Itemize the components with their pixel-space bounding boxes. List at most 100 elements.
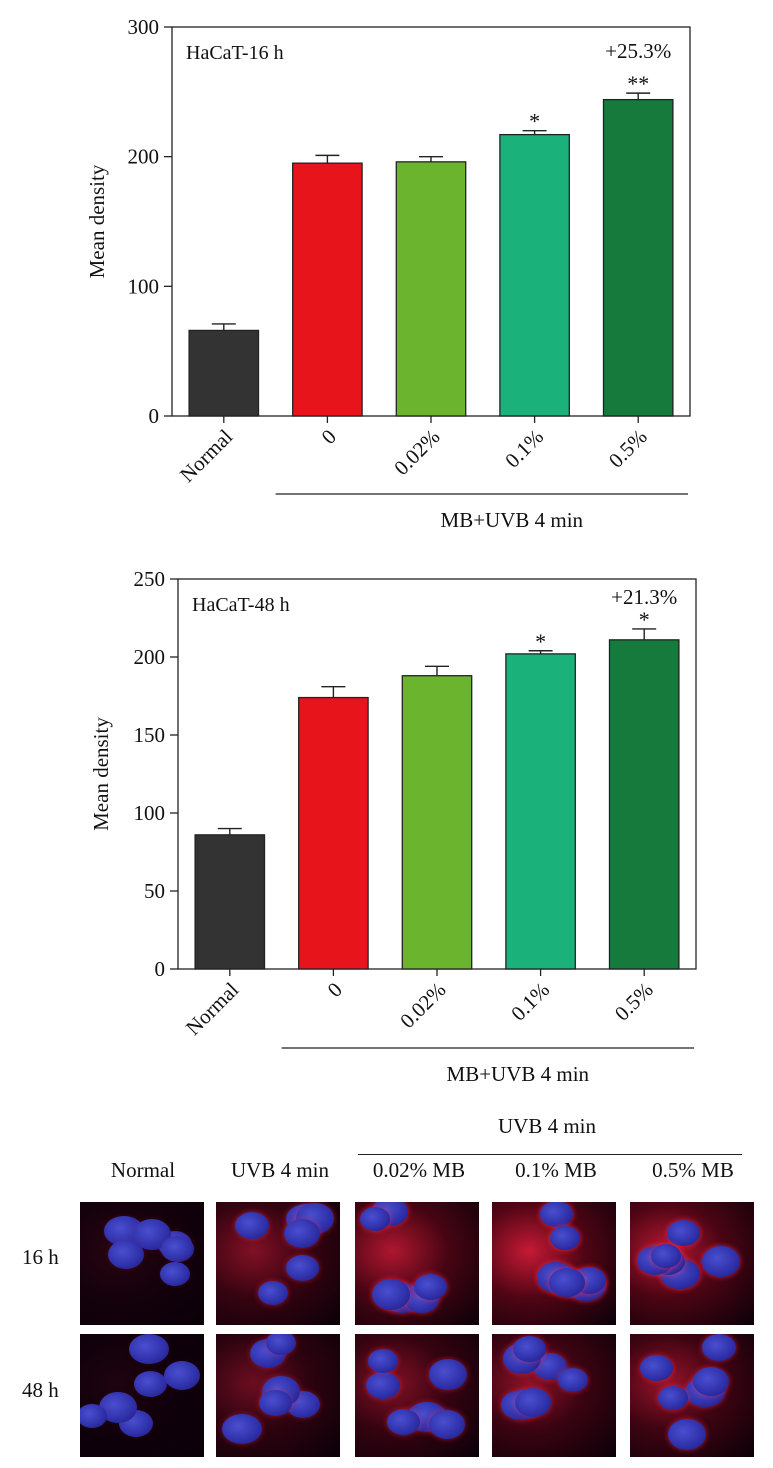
micrograph-cell [355, 1202, 479, 1325]
group-header-line [358, 1154, 742, 1155]
cell-nucleus [414, 1274, 447, 1300]
chart2-bar-2 [401, 675, 473, 970]
group-header: UVB 4 min [498, 1114, 597, 1138]
chart1-sig-4: ** [627, 71, 649, 96]
chart2-xtick-label-2: 0.02% [395, 978, 450, 1033]
chart1-ytick-label-3: 300 [128, 15, 160, 39]
cell-nucleus [667, 1220, 700, 1246]
column-label-uvb: UVB 4 min [230, 1158, 329, 1182]
column-label-05mb: 0.5% MB [652, 1158, 734, 1182]
chart2-ytick-label-5: 250 [134, 567, 166, 591]
chart1-xtick-label-1: 0 [317, 425, 341, 449]
chart2-ytick-label-0: 0 [155, 957, 166, 981]
cell-nucleus [550, 1226, 580, 1250]
chart1-sig-3: * [529, 109, 540, 134]
cell-nucleus [368, 1349, 398, 1373]
cell-nucleus [134, 1371, 167, 1397]
cell-nucleus [515, 1388, 551, 1417]
micrograph-cell [80, 1202, 204, 1325]
chart2-ytick-label-2: 100 [134, 801, 166, 825]
cell-nucleus [160, 1262, 190, 1286]
chart2-bar-1 [298, 696, 369, 970]
cell-nucleus [658, 1386, 688, 1410]
chart2-bar-4 [608, 639, 680, 970]
chart1-bar-4 [602, 98, 674, 417]
chart2-sig-4: * [639, 607, 650, 632]
micrograph-cell [630, 1202, 754, 1325]
cell-nucleus [549, 1268, 585, 1297]
cell-nucleus [258, 1281, 288, 1305]
chart1-group-label: MB+UVB 4 min [441, 508, 584, 532]
chart2-group-label: MB+UVB 4 min [447, 1062, 590, 1086]
cell-nucleus [668, 1419, 706, 1450]
cell-nucleus [129, 1334, 169, 1364]
cell-nucleus [222, 1414, 262, 1444]
chart1-xtick-label-4: 0.5% [604, 425, 652, 473]
cell-nucleus [108, 1240, 144, 1269]
cell-nucleus [80, 1404, 107, 1428]
chart2-bar-3 [505, 653, 576, 970]
micrograph-cell [80, 1334, 204, 1457]
chart1-ytick-label-0: 0 [149, 404, 160, 428]
chart2-xtick-label-3: 0.1% [506, 978, 554, 1026]
micrograph-cell [492, 1202, 616, 1325]
chart2-ytick-label-3: 150 [134, 723, 166, 747]
cell-nucleus [702, 1334, 736, 1361]
row-label-48h: 48 h [22, 1378, 59, 1402]
chart1-ylabel: Mean density [85, 164, 109, 278]
micrograph-cell [216, 1334, 340, 1457]
micrograph-panel: UVB 4 min Normal UVB 4 min 0.02% MB 0.1%… [0, 1110, 773, 1468]
chart1-panel-label: HaCaT-16 h [186, 42, 284, 64]
chart1-bar-3 [499, 133, 570, 417]
chart1-xtick-label-3: 0.1% [500, 425, 548, 473]
cell-nucleus [702, 1246, 740, 1277]
chart1-bar-2 [395, 161, 467, 417]
cell-nucleus [540, 1202, 573, 1227]
cell-nucleus [235, 1212, 269, 1239]
micrograph-cell [216, 1202, 340, 1325]
cell-nucleus [640, 1355, 673, 1381]
chart2-xtick-label-1: 0 [323, 978, 347, 1002]
cell-nucleus [284, 1219, 320, 1248]
chart1-annotation: +25.3% [605, 39, 671, 63]
chart1-ytick-label-1: 100 [128, 274, 160, 298]
chart2-xtick-label-4: 0.5% [610, 978, 658, 1026]
micrograph-cell [355, 1334, 479, 1457]
chart1-ytick-label-2: 200 [128, 145, 160, 169]
cell-nucleus [429, 1359, 467, 1390]
cell-nucleus [651, 1244, 681, 1268]
cell-nucleus [286, 1255, 319, 1281]
cell-nucleus [164, 1361, 200, 1390]
chart2-annotation: +21.3% [611, 585, 677, 609]
column-label-normal: Normal [110, 1158, 176, 1182]
cell-nucleus [693, 1367, 729, 1396]
micrograph-cell [630, 1334, 754, 1457]
chart2-bar-0 [194, 834, 266, 970]
cell-nucleus [429, 1410, 465, 1439]
chart2-ytick-label-1: 50 [144, 879, 165, 903]
cell-nucleus [387, 1409, 420, 1435]
chart1-bar-1 [292, 162, 363, 417]
cell-nucleus [161, 1236, 194, 1262]
cell-nucleus [259, 1390, 292, 1416]
cell-nucleus [360, 1207, 390, 1231]
chart1-bar-0 [188, 329, 260, 417]
chart1-xtick-label-0: Normal [175, 424, 237, 486]
chart2-panel-label: HaCaT-48 h [192, 594, 290, 616]
cell-nucleus [513, 1336, 546, 1362]
bar-chart-16h: 0 100 200 300 Mean density HaCaT-16 h Normal 0 0… [85, 15, 691, 532]
chart1-xtick-label-2: 0.02% [389, 425, 444, 480]
micrograph-cell [492, 1334, 616, 1457]
row-label-16h: 16 h [22, 1245, 59, 1269]
bar-chart-48h: 0 50 100 150 200 250 Mean density HaCaT-48 h Nor… [89, 567, 697, 1086]
column-label-01mb: 0.1% MB [515, 1158, 597, 1182]
chart2-sig-3: * [535, 629, 546, 654]
chart2-ytick-label-4: 200 [134, 645, 166, 669]
chart2-xtick-label-0: Normal [181, 977, 243, 1039]
cell-nucleus [372, 1279, 410, 1310]
cell-nucleus [366, 1372, 400, 1399]
chart2-ylabel: Mean density [89, 717, 113, 831]
cell-nucleus [266, 1334, 296, 1355]
column-label-002mb: 0.02% MB [372, 1158, 466, 1182]
